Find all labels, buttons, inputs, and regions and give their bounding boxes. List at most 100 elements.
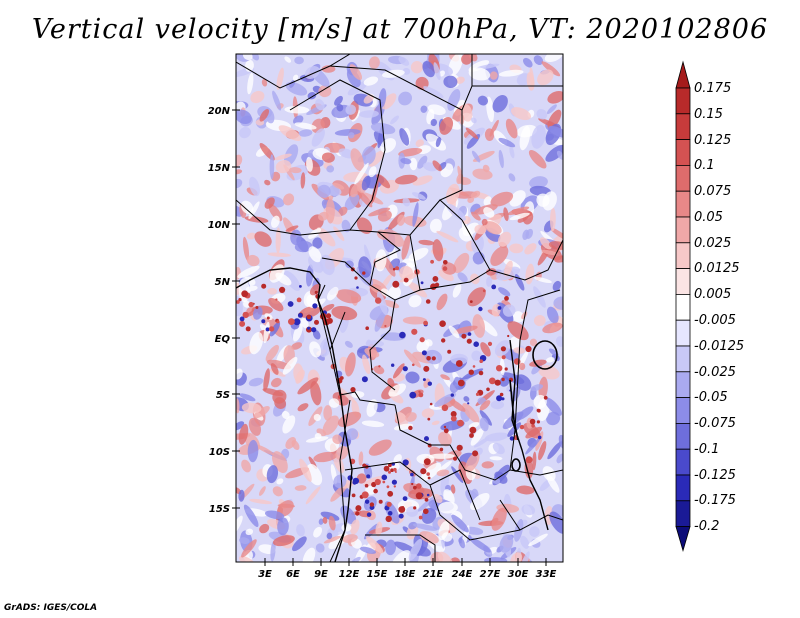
field-blob — [471, 350, 482, 361]
field-blob — [470, 190, 481, 199]
field-blob — [253, 406, 270, 419]
strong-cell — [399, 331, 406, 339]
field-blob — [420, 105, 428, 113]
strong-cell — [466, 338, 472, 344]
strong-cell — [519, 424, 525, 430]
field-blob — [297, 403, 309, 412]
field-blob — [457, 272, 468, 283]
strong-cell — [441, 338, 446, 343]
field-blob — [484, 128, 495, 141]
field-blob — [309, 341, 322, 358]
field-blob — [437, 460, 452, 473]
field-blob — [498, 137, 516, 148]
field-blob — [452, 283, 462, 298]
field-blob — [448, 325, 460, 339]
field-blob — [408, 247, 429, 262]
strong-cell — [354, 276, 358, 280]
colorbar-label: 0.0125 — [694, 261, 740, 276]
strong-cell — [482, 289, 486, 293]
strong-cell — [423, 320, 428, 326]
field-blob — [468, 54, 478, 62]
strong-cell — [442, 266, 448, 271]
strong-cell — [299, 285, 302, 288]
field-blob — [357, 190, 373, 208]
strong-cell — [314, 319, 319, 325]
field-blob — [315, 99, 325, 111]
field-blob — [255, 444, 275, 456]
strong-cell — [501, 397, 505, 401]
field-blob — [531, 124, 546, 149]
field-blob — [345, 104, 357, 115]
strong-cell — [375, 297, 382, 304]
field-blob — [439, 116, 454, 135]
field-blob — [361, 420, 385, 428]
field-blob — [365, 340, 384, 348]
field-blob — [525, 228, 534, 239]
field-blob — [266, 465, 279, 484]
field-blob — [239, 126, 251, 139]
strong-cell — [418, 515, 423, 520]
strong-cell — [212, 313, 214, 315]
field-blob — [468, 422, 480, 429]
field-blob — [435, 136, 441, 148]
strong-cell — [214, 317, 216, 319]
colorbar-swatch — [675, 139, 691, 166]
field-blob — [302, 547, 316, 562]
field-blob — [296, 524, 305, 537]
strong-cell — [500, 346, 506, 352]
field-blob — [502, 411, 524, 430]
field-blob — [450, 484, 456, 494]
field-blob — [509, 145, 515, 159]
field-blob — [323, 535, 341, 544]
field-blob — [247, 72, 254, 95]
field-blob — [264, 179, 271, 186]
field-blob — [292, 74, 299, 81]
field-blob — [516, 124, 538, 138]
strong-cell — [306, 314, 312, 320]
strong-cell — [366, 474, 371, 479]
field-blob — [275, 227, 281, 254]
strong-cell — [366, 512, 372, 517]
field-blob — [418, 239, 435, 246]
field-blob — [490, 400, 505, 410]
field-blob — [497, 231, 512, 247]
field-blob — [395, 174, 418, 185]
field-blob — [549, 227, 563, 241]
field-blob — [276, 478, 284, 485]
strong-cell — [537, 435, 542, 440]
field-blob — [271, 215, 280, 228]
field-blob — [388, 383, 407, 397]
field-blob — [458, 537, 466, 549]
strong-cell — [364, 499, 370, 504]
field-blob — [465, 452, 480, 473]
strong-cell — [356, 286, 359, 289]
field-blob — [546, 411, 561, 426]
field-blob — [249, 176, 260, 197]
field-blob — [504, 260, 513, 277]
strong-cell — [501, 377, 505, 382]
field-blob — [363, 475, 387, 486]
field-blob — [316, 227, 336, 247]
field-blob — [310, 381, 322, 406]
strong-cell — [467, 332, 472, 336]
field-blob — [420, 462, 442, 481]
field-blob — [436, 293, 448, 311]
field-blob — [381, 93, 397, 110]
field-blob — [391, 550, 411, 562]
field-blob — [268, 297, 284, 312]
strong-cell — [361, 376, 368, 383]
field-blob — [294, 122, 317, 130]
strong-cell — [432, 276, 439, 282]
field-blob — [314, 432, 322, 440]
field-blob — [270, 363, 279, 375]
field-blob — [446, 203, 466, 221]
field-blob — [405, 371, 420, 384]
strong-cell — [423, 458, 431, 466]
strong-cell — [450, 393, 454, 397]
field-blob — [533, 55, 544, 65]
colorbar-label: -0.075 — [694, 416, 736, 431]
field-blob — [412, 202, 419, 227]
strong-cell — [525, 345, 532, 353]
field-blob — [318, 211, 329, 221]
field-blob — [477, 95, 489, 106]
